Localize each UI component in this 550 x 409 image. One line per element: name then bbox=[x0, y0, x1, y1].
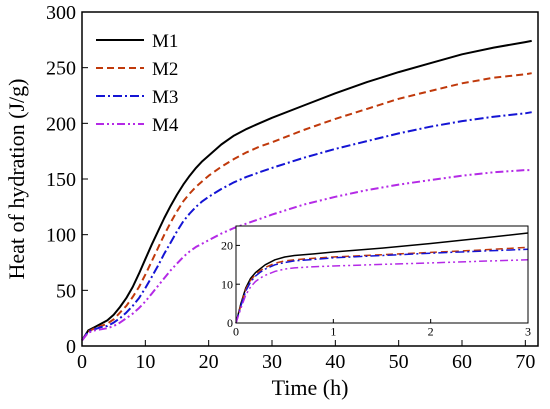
main-y-tick-label: 0 bbox=[66, 336, 76, 358]
main-x-tick-label: 0 bbox=[77, 351, 87, 373]
inset-y-tick-label: 0 bbox=[227, 316, 233, 330]
legend-label-M1: M1 bbox=[152, 31, 178, 52]
inset-series-group bbox=[235, 232, 529, 324]
inset-series-line-2 bbox=[235, 246, 529, 324]
main-y-tick-label: 200 bbox=[46, 113, 76, 135]
main-x-tick-label: 50 bbox=[389, 351, 409, 373]
inset-series-line-4 bbox=[235, 259, 529, 324]
inset-plot-frame bbox=[235, 225, 529, 324]
inset-y-tick-label: 20 bbox=[221, 239, 233, 253]
inset-x-tick-label: 3 bbox=[525, 325, 531, 339]
main-x-tick-label: 40 bbox=[325, 351, 345, 373]
main-series-group bbox=[81, 39, 532, 342]
main-y-tick-label: 100 bbox=[46, 225, 76, 247]
main-y-tick-label: 150 bbox=[46, 169, 76, 191]
main-x-tick-label: 30 bbox=[262, 351, 282, 373]
legend: M1 M2 M3 M4 bbox=[96, 31, 179, 136]
inset-x-tick-label: 2 bbox=[428, 325, 434, 339]
legend-label-M3: M3 bbox=[152, 87, 178, 108]
main-series-line-M2 bbox=[81, 72, 532, 341]
main-y-tick-label: 300 bbox=[46, 2, 76, 24]
main-x-tick-label: 20 bbox=[199, 351, 219, 373]
inset-series-line-1 bbox=[235, 232, 529, 324]
inset-series-line-3 bbox=[235, 248, 529, 324]
x-axis-title: Time (h) bbox=[272, 375, 349, 400]
main-series-line-M4 bbox=[81, 169, 532, 342]
main-x-tick-label: 10 bbox=[135, 351, 155, 373]
main-series-line-M3 bbox=[81, 111, 532, 341]
y-axis-title: Heat of hydration (J/g) bbox=[4, 79, 29, 280]
main-x-tick-label: 60 bbox=[452, 351, 472, 373]
inset-y-tick-label: 10 bbox=[221, 277, 233, 291]
inset-background bbox=[236, 226, 528, 323]
inset-ticks-group: 0 1 2 3 0 10 20 bbox=[221, 239, 531, 339]
main-y-tick-label: 50 bbox=[56, 280, 76, 302]
main-y-tick-label: 250 bbox=[46, 58, 76, 80]
legend-label-M4: M4 bbox=[152, 115, 179, 136]
main-series-line-M1 bbox=[81, 39, 532, 341]
inset-x-tick-label: 1 bbox=[330, 325, 336, 339]
inset-x-tick-label: 0 bbox=[233, 325, 239, 339]
main-x-tick-label: 70 bbox=[515, 351, 535, 373]
legend-label-M2: M2 bbox=[152, 59, 178, 80]
inset-plot: 0 1 2 3 0 10 20 bbox=[221, 225, 531, 339]
